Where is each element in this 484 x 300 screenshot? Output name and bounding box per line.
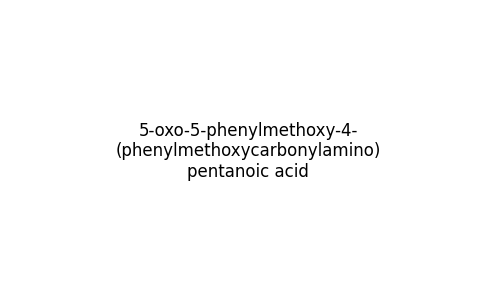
Text: 5-oxo-5-phenylmethoxy-4-
(phenylmethoxycarbonylamino)
pentanoic acid: 5-oxo-5-phenylmethoxy-4- (phenylmethoxyc… (115, 122, 381, 181)
